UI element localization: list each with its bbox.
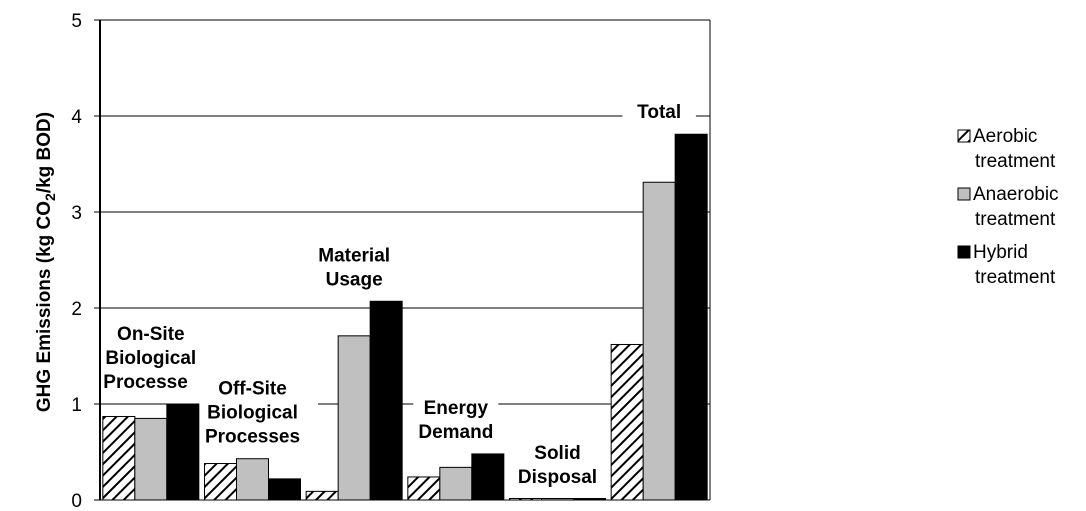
bar: [102, 415, 136, 501]
gridlines: [100, 19, 710, 405]
category-label: Processes: [205, 427, 300, 448]
bars: [102, 133, 708, 501]
category-label: Disposal: [518, 467, 597, 488]
legend-label: treatment: [975, 267, 1056, 288]
y-tick-label: 4: [71, 107, 82, 128]
category-label: On-Site: [117, 324, 185, 345]
legend-label: treatment: [975, 209, 1056, 230]
category-label: Processes: [103, 372, 198, 393]
bar: [471, 453, 505, 501]
category-label: Biological: [105, 348, 196, 369]
legend-swatch: [957, 187, 971, 201]
category-label: Solid: [534, 443, 580, 464]
y-tick-label: 1: [71, 395, 82, 416]
y-tick-label: 3: [71, 203, 82, 224]
bar: [268, 478, 301, 501]
bar: [166, 403, 200, 501]
category-label: Usage: [326, 269, 383, 290]
category-label-bg: [187, 374, 318, 453]
category-label: Material: [318, 245, 390, 266]
bar: [407, 476, 441, 501]
legend-label: Anaerobic: [973, 184, 1059, 205]
category-label-bg: [413, 393, 499, 448]
bar: [369, 300, 403, 501]
bar: [204, 463, 237, 501]
y-tick-label: 5: [71, 11, 82, 32]
bar: [610, 343, 644, 501]
y-tick-labels: 0 1 2 3 4 5: [71, 11, 82, 511]
legend-swatch: [957, 129, 971, 143]
category-label: Demand: [418, 422, 493, 443]
category-label-bg: [622, 98, 696, 129]
bar: [674, 133, 708, 501]
legend-label: Aerobic: [973, 126, 1037, 147]
legend-swatch: [957, 245, 971, 259]
bar: [337, 335, 371, 501]
category-label: Off-Site: [218, 379, 287, 400]
bar: [236, 458, 269, 501]
bar: [439, 466, 473, 501]
legend: Aerobic treatment Anaerobic treatment Hybrid…: [957, 126, 1059, 288]
bar: [305, 490, 339, 501]
category-label: Biological: [207, 403, 298, 424]
bar: [642, 181, 676, 501]
category-label-bg: [300, 241, 409, 296]
legend-label: treatment: [975, 151, 1056, 172]
legend-label: Hybrid: [973, 242, 1028, 263]
category-label-bg: [503, 439, 612, 494]
axes: [94, 19, 711, 501]
bar: [134, 417, 168, 501]
category-labels: On-Site Biological Processes Off-Site Biolog…: [85, 98, 696, 494]
category-label: Total: [637, 102, 681, 123]
category-label: Energy: [424, 398, 489, 419]
y-tick-label: 2: [71, 299, 82, 320]
y-tick-label: 0: [71, 491, 82, 511]
y-axis-title: GHG Emissions (kg CO2/kg BOD): [34, 112, 58, 412]
